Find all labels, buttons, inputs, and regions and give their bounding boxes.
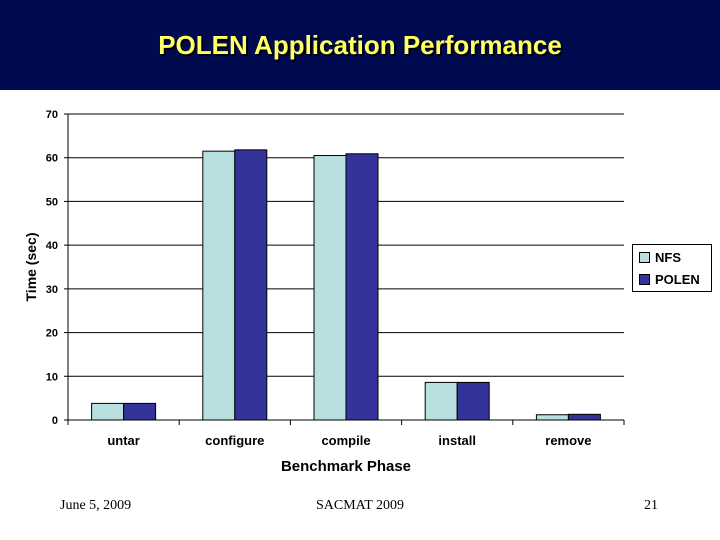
page-number: 21: [644, 498, 658, 513]
x-axis-label: Benchmark Phase: [281, 458, 411, 475]
legend-swatch-polen: [639, 274, 650, 285]
x-tick-label: compile: [321, 433, 370, 448]
footer-date: June 5, 2009: [60, 498, 132, 513]
y-tick-label: 0: [52, 415, 58, 427]
y-tick-label: 70: [46, 109, 58, 121]
bar-nfs: [424, 381, 458, 421]
chart-legend: NFS POLEN: [632, 244, 712, 292]
bar-nfs: [313, 155, 347, 421]
bar-polen: [567, 413, 601, 421]
x-tick-label: untar: [107, 433, 140, 448]
bar-polen: [234, 149, 268, 421]
bar-nfs: [91, 402, 125, 421]
slide-header: [0, 0, 720, 90]
bar-polen: [123, 402, 157, 421]
legend-label-polen: POLEN: [655, 272, 700, 287]
x-tick-label: configure: [205, 433, 264, 448]
y-tick-label: 40: [46, 240, 58, 252]
x-tick-label: install: [438, 433, 476, 448]
legend-item-nfs: NFS: [639, 250, 681, 265]
bar-polen: [456, 381, 490, 421]
slide-title: POLEN Application Performance: [158, 30, 562, 60]
y-tick-label: 60: [46, 153, 58, 165]
y-tick-label: 50: [46, 196, 58, 208]
y-tick-label: 10: [46, 371, 58, 383]
y-tick-label: 30: [46, 284, 58, 296]
y-tick-label: 20: [46, 328, 58, 340]
y-axis-label: Time (sec): [23, 233, 39, 302]
bar-nfs: [535, 414, 569, 421]
x-tick-label: remove: [545, 433, 591, 448]
bar-polen: [345, 153, 379, 421]
bar-nfs: [202, 150, 236, 421]
footer-conference: SACMAT 2009: [315, 498, 405, 513]
legend-swatch-nfs: [639, 252, 650, 263]
legend-item-polen: POLEN: [639, 272, 700, 287]
legend-label-nfs: NFS: [655, 250, 681, 265]
